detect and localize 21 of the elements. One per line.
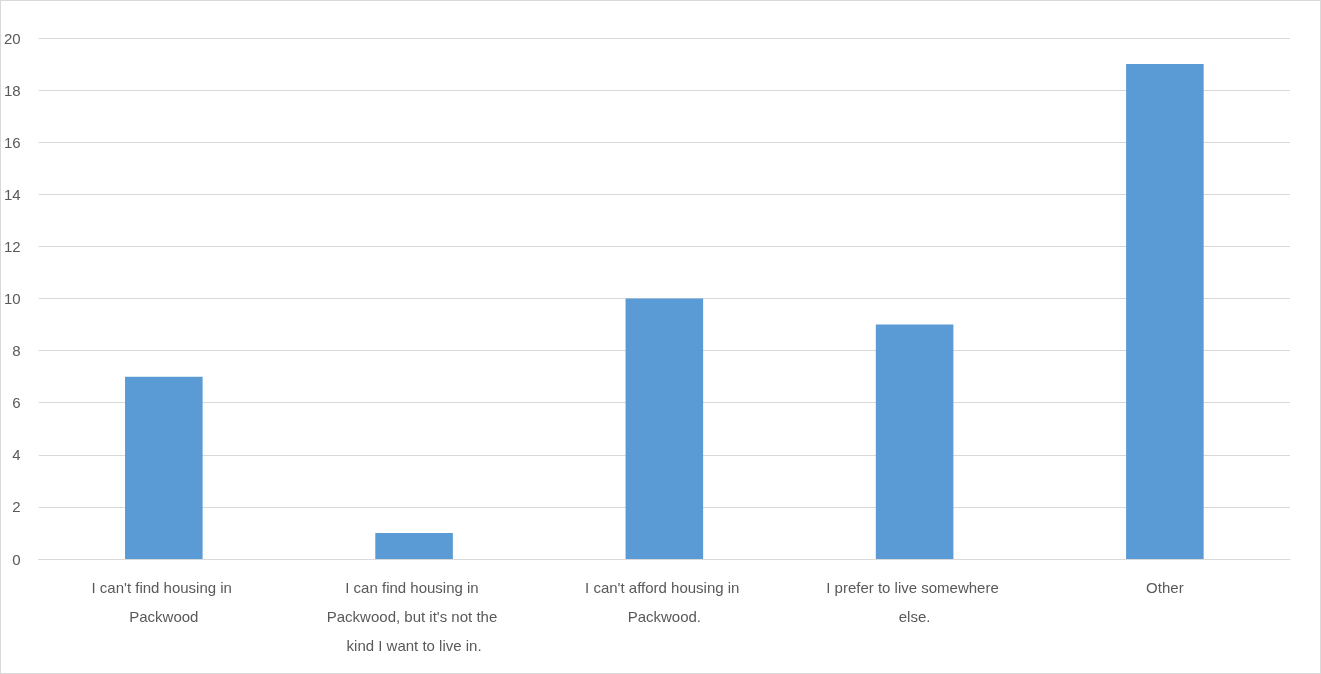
y-tick-label: 14 <box>4 185 21 203</box>
bar <box>375 532 453 559</box>
y-tick-label: 2 <box>12 498 21 516</box>
y-tick-label: 4 <box>12 446 21 464</box>
x-tick-label: I can't afford housing in Packwood. <box>585 579 744 625</box>
bar <box>875 324 954 559</box>
y-tick-label: 20 <box>4 29 21 47</box>
y-tick-label: 0 <box>12 550 21 568</box>
bar <box>625 298 704 559</box>
y-tick-label: 6 <box>12 394 21 412</box>
x-tick-label: Other <box>1146 579 1184 596</box>
x-tick-label: I can find housing in Packwood, but it's not the kind I want to live in. <box>326 579 502 654</box>
y-tick-label: 18 <box>4 81 21 99</box>
y-tick-label: 12 <box>4 237 21 255</box>
y-tick-label: 16 <box>4 133 21 151</box>
x-tick-label: I can't find housing in Packwood <box>91 579 237 625</box>
y-tick-label: 10 <box>4 290 21 307</box>
y-tick-label: 8 <box>12 342 21 360</box>
bar <box>1126 64 1204 559</box>
x-tick-label: I prefer to live somewhere else. <box>826 579 1003 625</box>
bar <box>125 376 203 559</box>
